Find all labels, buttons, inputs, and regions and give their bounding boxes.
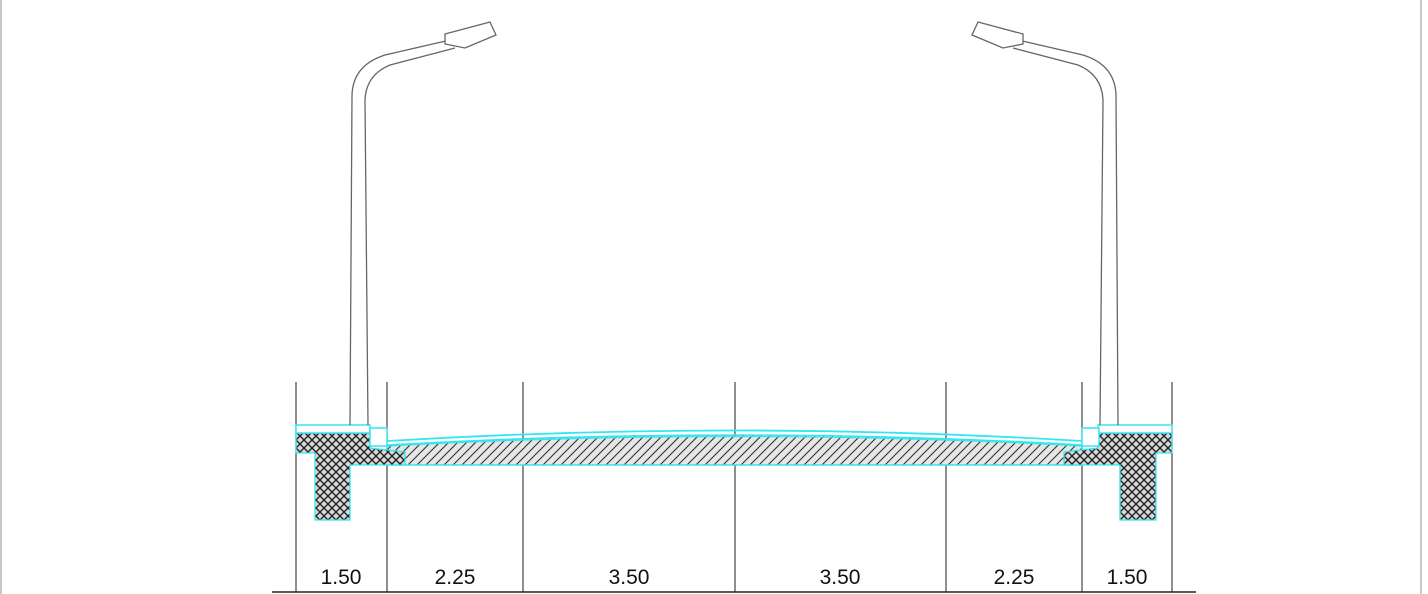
street-lamp-icon: [349, 21, 497, 426]
dimension-label-right-sidewalk: 1.50: [1107, 566, 1148, 589]
left-sidewalk-slab: [295, 424, 371, 434]
dimension-label-right-shoulder: 2.25: [994, 566, 1035, 589]
asphalt-second-line: [386, 435, 1083, 447]
dimension-label-left-sidewalk: 1.50: [321, 566, 362, 589]
left-curb-stone: [369, 427, 388, 447]
right-curb-stone: [1081, 427, 1100, 447]
page-edge-left: [0, 0, 2, 594]
dimension-labels: 1.50 2.25 3.50 3.50 2.25 1.50: [321, 566, 1148, 589]
street-lamp-icon: [971, 21, 1119, 426]
dimension-label-right-lane: 3.50: [820, 566, 861, 589]
dimension-label-left-shoulder: 2.25: [435, 566, 476, 589]
division-lines: [295, 382, 1173, 592]
dimension-label-left-lane: 3.50: [609, 566, 650, 589]
asphalt-top-line: [386, 429, 1083, 442]
pavement-layer: [386, 434, 1083, 466]
page-edge-right: [1420, 0, 1422, 594]
right-sidewalk-slab: [1097, 424, 1173, 434]
